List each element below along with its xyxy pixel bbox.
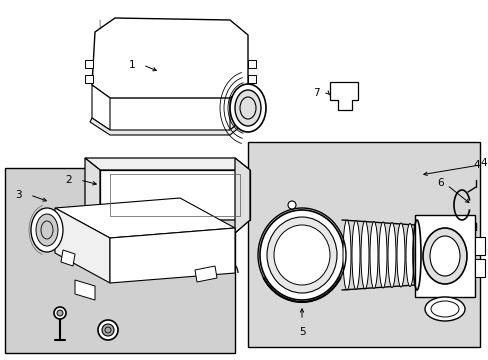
Text: 1: 1	[128, 60, 135, 70]
Bar	[247, 142, 479, 347]
Polygon shape	[90, 115, 247, 135]
Ellipse shape	[235, 90, 261, 126]
Polygon shape	[85, 220, 249, 233]
Text: 2: 2	[65, 175, 72, 185]
Ellipse shape	[378, 222, 386, 288]
Text: 4: 4	[472, 160, 479, 170]
Ellipse shape	[260, 210, 343, 300]
Ellipse shape	[36, 214, 58, 246]
Bar	[85, 75, 93, 83]
Bar	[474, 237, 484, 255]
Polygon shape	[195, 266, 217, 282]
Ellipse shape	[342, 220, 350, 290]
Text: 3: 3	[15, 190, 22, 200]
Ellipse shape	[31, 208, 63, 252]
Bar	[247, 60, 256, 68]
Polygon shape	[329, 82, 357, 110]
Ellipse shape	[351, 220, 359, 289]
Polygon shape	[92, 85, 110, 130]
Polygon shape	[85, 158, 100, 233]
Polygon shape	[55, 208, 110, 283]
Ellipse shape	[396, 223, 404, 287]
Ellipse shape	[57, 310, 63, 316]
Ellipse shape	[405, 224, 413, 287]
Ellipse shape	[54, 307, 66, 319]
Polygon shape	[61, 250, 75, 266]
Text: 7: 7	[313, 88, 319, 98]
Polygon shape	[100, 170, 249, 220]
Polygon shape	[85, 158, 249, 170]
Polygon shape	[75, 280, 95, 300]
Ellipse shape	[229, 84, 265, 132]
Polygon shape	[55, 198, 235, 238]
Ellipse shape	[369, 221, 377, 288]
Ellipse shape	[287, 201, 295, 209]
Ellipse shape	[360, 221, 368, 289]
Ellipse shape	[98, 320, 118, 340]
Ellipse shape	[422, 228, 466, 284]
Bar	[474, 259, 484, 277]
Bar	[85, 60, 93, 68]
Bar	[5, 168, 235, 353]
Polygon shape	[229, 85, 247, 130]
Ellipse shape	[102, 324, 114, 336]
Ellipse shape	[429, 236, 459, 276]
Bar	[414, 215, 474, 297]
Text: 6: 6	[436, 178, 443, 188]
Polygon shape	[235, 158, 249, 233]
Ellipse shape	[387, 222, 395, 288]
Bar	[247, 75, 256, 83]
Text: 5: 5	[298, 327, 305, 337]
Text: 4: 4	[479, 158, 486, 168]
Ellipse shape	[266, 217, 336, 293]
Polygon shape	[92, 18, 247, 98]
Ellipse shape	[424, 297, 464, 321]
Polygon shape	[110, 228, 235, 283]
Ellipse shape	[273, 225, 329, 285]
